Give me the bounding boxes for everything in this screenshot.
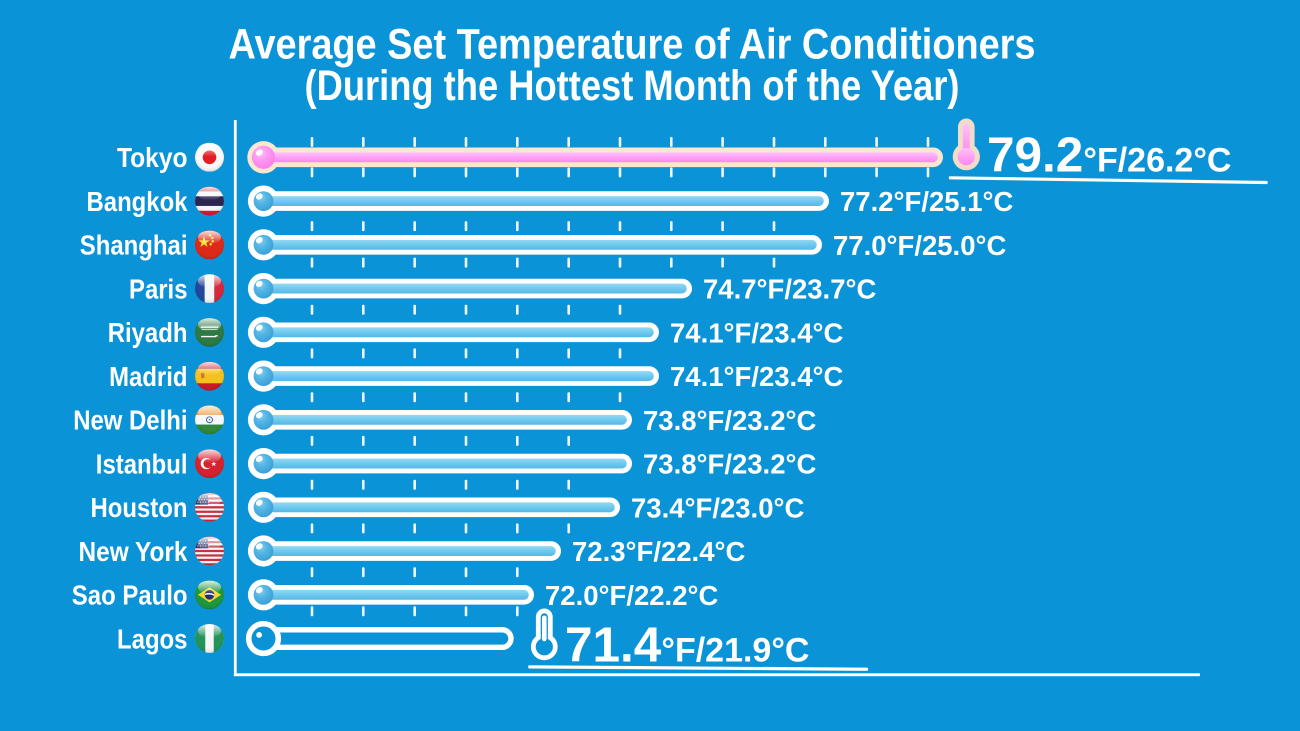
svg-text:Tokyo: Tokyo xyxy=(117,142,188,173)
svg-text:72.0°F/22.2°C: 72.0°F/22.2°C xyxy=(545,580,718,611)
svg-text:Riyadh: Riyadh xyxy=(108,317,188,348)
svg-text:Shanghai: Shanghai xyxy=(80,230,188,261)
svg-text:New York: New York xyxy=(79,536,189,567)
svg-text:Madrid: Madrid xyxy=(109,361,187,392)
svg-text:73.8°F/23.2°C: 73.8°F/23.2°C xyxy=(643,405,816,436)
svg-text:73.8°F/23.2°C: 73.8°F/23.2°C xyxy=(643,449,816,480)
svg-text:74.1°F/23.4°C: 74.1°F/23.4°C xyxy=(670,361,843,392)
svg-text:Houston: Houston xyxy=(91,492,188,523)
svg-text:74.7°F/23.7°C: 74.7°F/23.7°C xyxy=(703,274,876,305)
svg-text:Average Set Temperature of Air: Average Set Temperature of Air Condition… xyxy=(229,22,1036,69)
svg-text:72.3°F/22.4°C: 72.3°F/22.4°C xyxy=(572,536,745,567)
svg-text:Sao Paulo: Sao Paulo xyxy=(72,580,188,611)
svg-text:Istanbul: Istanbul xyxy=(96,448,188,479)
svg-text:Paris: Paris xyxy=(129,273,188,304)
svg-text:(During the Hottest Month of t: (During the Hottest Month of the Year) xyxy=(305,63,960,110)
svg-text:Lagos: Lagos xyxy=(117,623,188,654)
svg-text:New Delhi: New Delhi xyxy=(73,405,187,436)
svg-text:77.2°F/25.1°C: 77.2°F/25.1°C xyxy=(840,186,1013,217)
svg-text:73.4°F/23.0°C: 73.4°F/23.0°C xyxy=(631,492,804,523)
svg-text:74.1°F/23.4°C: 74.1°F/23.4°C xyxy=(670,317,843,348)
svg-text:77.0°F/25.0°C: 77.0°F/25.0°C xyxy=(833,230,1006,261)
svg-text:Bangkok: Bangkok xyxy=(87,186,189,217)
